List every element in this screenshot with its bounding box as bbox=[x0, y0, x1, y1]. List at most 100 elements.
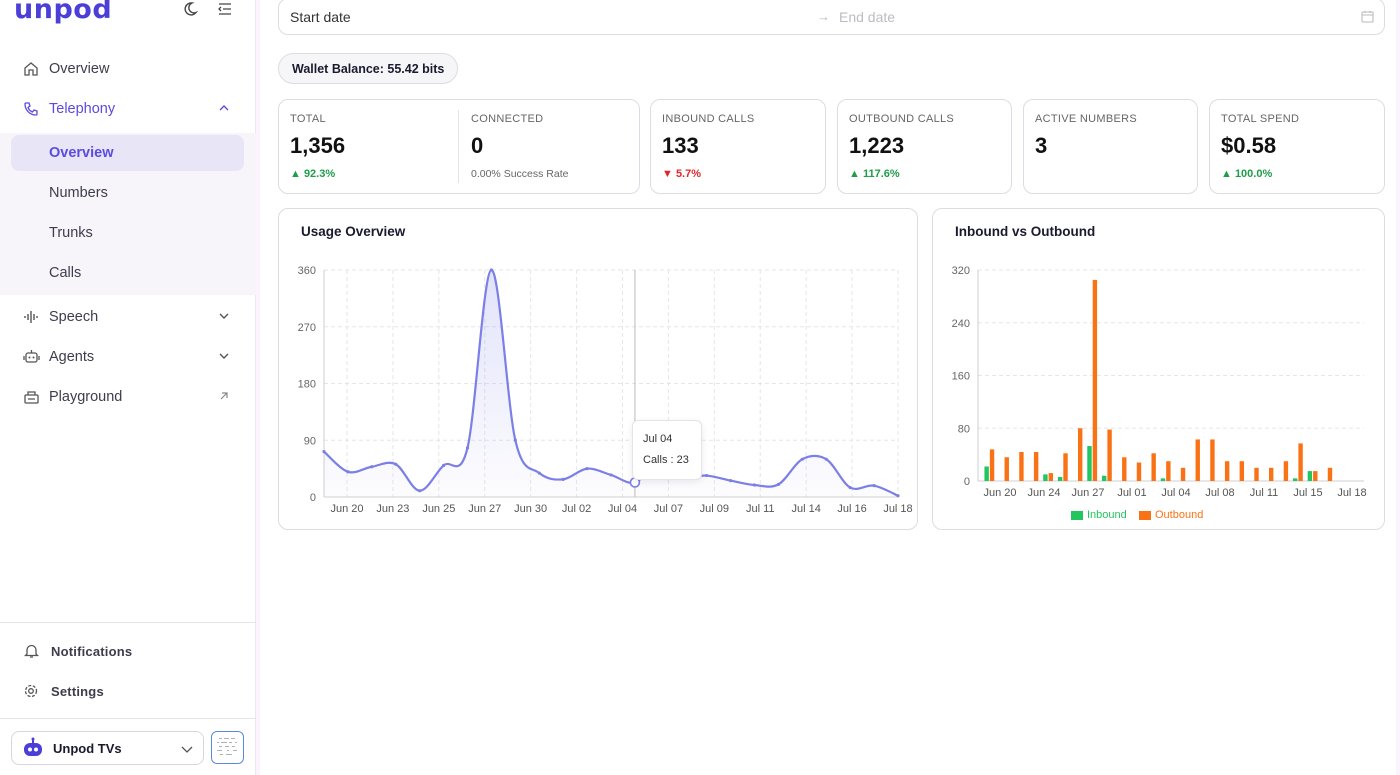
nav-telephony[interactable]: Telephony bbox=[0, 91, 256, 127]
subnav-trunks[interactable]: Trunks bbox=[49, 225, 93, 241]
inbound-value: 133 bbox=[662, 133, 699, 158]
outbound-bar bbox=[1019, 451, 1024, 481]
outbound-calls-card: OUTBOUND CALLS 1,223 ▲ 117.6% bbox=[837, 99, 1012, 194]
outbound-bar bbox=[1033, 451, 1039, 481]
nav-notifications[interactable]: Notifications bbox=[22, 642, 132, 660]
outbound-bar bbox=[1136, 462, 1142, 481]
outbound-bar bbox=[1004, 457, 1009, 481]
x-tick-label: Jul 08 bbox=[1205, 487, 1234, 499]
outbound-bar bbox=[1078, 428, 1083, 481]
outbound-bar bbox=[1224, 461, 1230, 481]
data-point bbox=[896, 494, 900, 498]
settings-label: Settings bbox=[51, 683, 104, 699]
card-divider bbox=[458, 110, 459, 183]
outbound-bar bbox=[1327, 467, 1333, 481]
notifications-label: Notifications bbox=[51, 643, 133, 659]
inbound-outbound-title: Inbound vs Outbound bbox=[955, 224, 1096, 239]
nav-speech[interactable]: Speech bbox=[0, 299, 256, 335]
data-point bbox=[824, 457, 828, 461]
nav-settings[interactable]: Settings bbox=[22, 682, 104, 700]
nav-speech-label: Speech bbox=[49, 309, 99, 325]
inbound-calls-card: INBOUND CALLS 133 ▼ 5.7% bbox=[650, 99, 826, 194]
chevron-up-icon bbox=[219, 105, 229, 111]
data-point bbox=[800, 457, 804, 461]
home-icon bbox=[22, 60, 40, 78]
total-label: TOTAL bbox=[290, 113, 326, 125]
outbound-label: OUTBOUND CALLS bbox=[849, 113, 955, 125]
inbound-bar bbox=[984, 466, 989, 481]
outbound-value: 1,223 bbox=[849, 133, 905, 158]
connected-label: CONNECTED bbox=[471, 113, 544, 125]
outbound-bar bbox=[1151, 453, 1156, 481]
data-point bbox=[561, 477, 565, 481]
inbound-change: ▼ 5.7% bbox=[662, 168, 702, 180]
data-point bbox=[346, 470, 350, 474]
nav-overview[interactable]: Overview bbox=[0, 51, 256, 87]
y-tick-label: 180 bbox=[298, 379, 316, 391]
telephony-submenu: Overview Numbers Trunks Calls bbox=[0, 133, 256, 295]
nav-playground-label: Playground bbox=[49, 389, 123, 405]
legend-outbound[interactable]: Outbound bbox=[1139, 509, 1203, 521]
collapse-menu-icon[interactable] bbox=[216, 0, 234, 18]
playground-icon bbox=[22, 388, 40, 406]
calendar-icon[interactable] bbox=[1361, 10, 1374, 23]
inbound-bar bbox=[1101, 475, 1107, 481]
x-tick-label: Jul 11 bbox=[746, 503, 775, 515]
subnav-numbers[interactable]: Numbers bbox=[49, 185, 108, 201]
data-point bbox=[394, 462, 398, 466]
legend-inbound-label: Inbound bbox=[1087, 509, 1127, 521]
inbound-bar bbox=[1087, 446, 1092, 481]
x-tick-label: Jul 16 bbox=[837, 503, 866, 515]
connected-value: 0 bbox=[471, 133, 484, 158]
inbound-bar bbox=[1043, 474, 1048, 481]
outbound-bar bbox=[1239, 461, 1245, 481]
y-tick-label: 160 bbox=[952, 371, 970, 383]
nav-agents[interactable]: Agents bbox=[0, 339, 256, 375]
usage-series-line bbox=[323, 268, 899, 497]
legend-inbound[interactable]: Inbound bbox=[1071, 509, 1127, 521]
outbound-bar bbox=[1122, 457, 1127, 481]
x-tick-label: Jun 27 bbox=[1071, 487, 1104, 499]
active-numbers-label: ACTIVE NUMBERS bbox=[1035, 113, 1137, 125]
usage-line-chart[interactable]: 0 90 180 270 360 Jun 20 Jun 23 Jun 25 Jun 27 Jun … bbox=[278, 208, 918, 530]
main-content: Start date → End date Wallet Balance: 55… bbox=[256, 0, 1400, 775]
subnav-calls[interactable]: Calls bbox=[49, 265, 82, 281]
x-tick-label: Jul 01 bbox=[1117, 487, 1146, 499]
y-tick-label: 80 bbox=[958, 423, 970, 435]
dark-mode-icon[interactable] bbox=[181, 0, 199, 18]
nav-playground[interactable]: Playground bbox=[0, 379, 256, 415]
x-tick-label: Jul 04 bbox=[608, 503, 637, 515]
date-range-picker[interactable]: Start date → End date bbox=[278, 0, 1385, 35]
data-point bbox=[705, 473, 709, 478]
nav-telephony-label: Telephony bbox=[49, 101, 116, 117]
outbound-bar bbox=[1092, 279, 1098, 481]
app-logo[interactable]: unpod bbox=[14, 0, 113, 25]
subnav-overview[interactable]: Overview bbox=[11, 135, 244, 171]
phone-icon bbox=[22, 100, 40, 118]
y-tick-label: 240 bbox=[952, 318, 970, 330]
external-link-icon bbox=[220, 392, 228, 400]
legend-swatch bbox=[1139, 510, 1151, 520]
x-tick-label: Jun 20 bbox=[330, 503, 363, 515]
waveform-icon bbox=[22, 308, 40, 326]
start-date-input[interactable]: Start date bbox=[290, 9, 351, 25]
inbound-bar bbox=[1292, 478, 1298, 481]
inbound-outbound-bar-chart[interactable]: 0 80 160 240 320 Jun 20 Jun 24 Jun 27 Jul 01 Jul … bbox=[932, 208, 1385, 530]
organization-select[interactable]: Unpod TVs bbox=[11, 731, 204, 765]
inbound-bar bbox=[1160, 478, 1166, 481]
end-date-input[interactable]: End date bbox=[839, 9, 896, 25]
inbound-bar bbox=[1307, 471, 1313, 481]
data-point bbox=[489, 268, 494, 272]
wallet-balance-badge[interactable]: Wallet Balance: 55.42 bits bbox=[278, 53, 459, 84]
outbound-bar bbox=[1283, 461, 1289, 481]
sidebar-divider bbox=[0, 622, 256, 623]
data-point bbox=[441, 463, 446, 468]
x-tick-label: Jul 09 bbox=[700, 503, 729, 515]
outbound-bar bbox=[1269, 467, 1274, 481]
qr-code-icon[interactable] bbox=[211, 731, 244, 764]
total-spend-label: TOTAL SPEND bbox=[1221, 113, 1300, 125]
data-point bbox=[776, 482, 781, 486]
y-tick-label: 360 bbox=[298, 265, 316, 277]
chevron-down-icon bbox=[219, 353, 229, 359]
nav-overview-label: Overview bbox=[49, 61, 110, 77]
